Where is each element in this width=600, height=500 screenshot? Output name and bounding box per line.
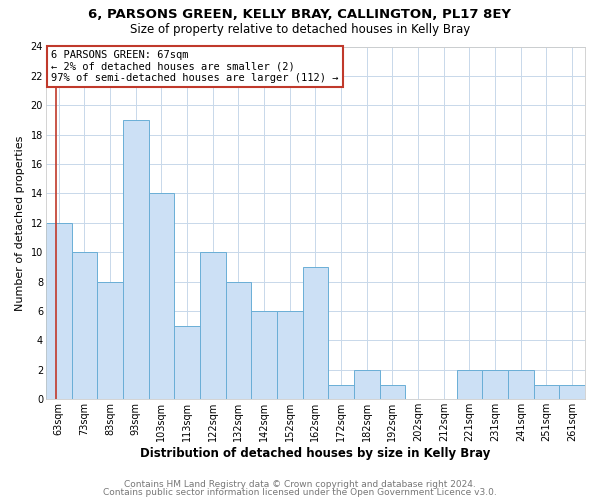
Bar bbox=[226, 282, 251, 400]
Bar bbox=[277, 311, 302, 400]
Bar bbox=[200, 252, 226, 400]
Bar bbox=[251, 311, 277, 400]
Text: Size of property relative to detached houses in Kelly Bray: Size of property relative to detached ho… bbox=[130, 22, 470, 36]
Bar bbox=[328, 384, 354, 400]
Y-axis label: Number of detached properties: Number of detached properties bbox=[15, 135, 25, 310]
Text: 6, PARSONS GREEN, KELLY BRAY, CALLINGTON, PL17 8EY: 6, PARSONS GREEN, KELLY BRAY, CALLINGTON… bbox=[89, 8, 511, 20]
Bar bbox=[123, 120, 149, 400]
Bar bbox=[354, 370, 380, 400]
Bar bbox=[508, 370, 533, 400]
Bar bbox=[174, 326, 200, 400]
Text: Contains HM Land Registry data © Crown copyright and database right 2024.: Contains HM Land Registry data © Crown c… bbox=[124, 480, 476, 489]
Bar bbox=[97, 282, 123, 400]
Bar bbox=[71, 252, 97, 400]
Bar bbox=[302, 267, 328, 400]
Bar bbox=[380, 384, 405, 400]
Bar bbox=[533, 384, 559, 400]
X-axis label: Distribution of detached houses by size in Kelly Bray: Distribution of detached houses by size … bbox=[140, 447, 491, 460]
Text: 6 PARSONS GREEN: 67sqm
← 2% of detached houses are smaller (2)
97% of semi-detac: 6 PARSONS GREEN: 67sqm ← 2% of detached … bbox=[51, 50, 339, 83]
Bar bbox=[46, 223, 71, 400]
Bar bbox=[457, 370, 482, 400]
Bar bbox=[149, 194, 174, 400]
Bar bbox=[559, 384, 585, 400]
Text: Contains public sector information licensed under the Open Government Licence v3: Contains public sector information licen… bbox=[103, 488, 497, 497]
Bar bbox=[482, 370, 508, 400]
